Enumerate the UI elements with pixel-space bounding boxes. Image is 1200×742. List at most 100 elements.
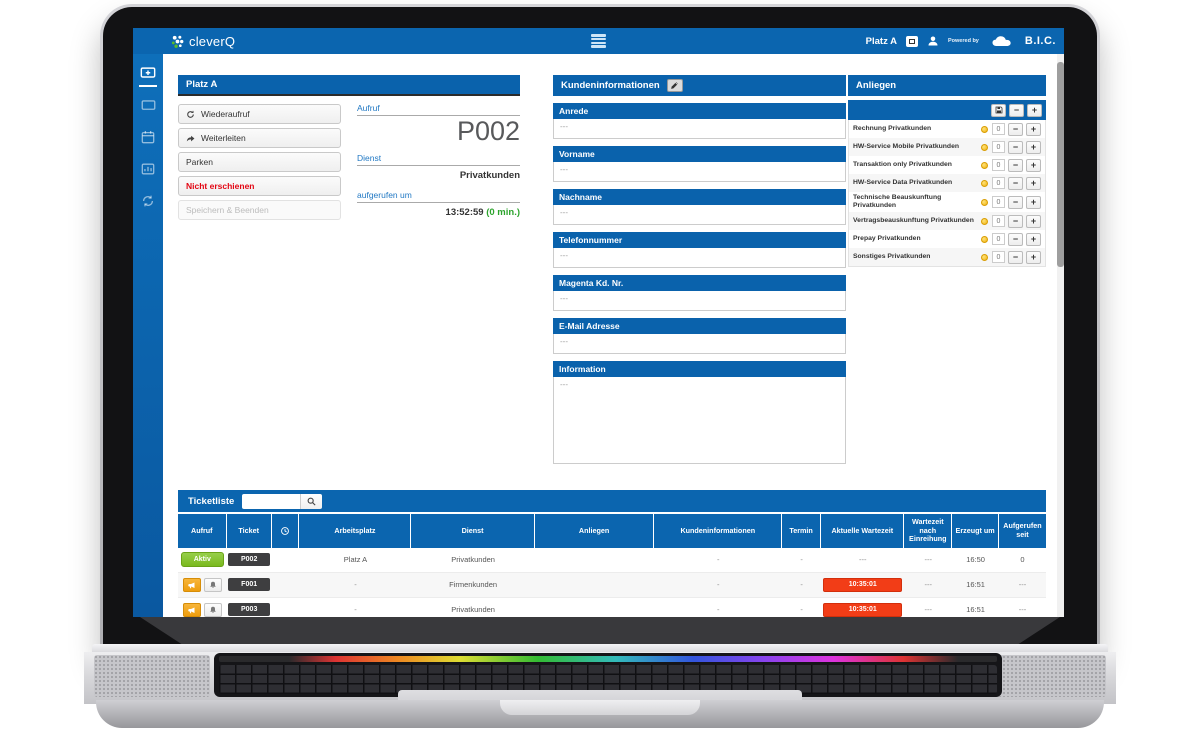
ticket-search-button[interactable] (300, 493, 323, 509)
anliegen-item-label: Transaktion only Privatkunden (853, 161, 952, 168)
minus-button[interactable]: − (1008, 158, 1023, 172)
anliegen-list: Rechnung Privatkunden 0 − + HW-Service M… (848, 120, 1046, 267)
logo-text: cleverQ (189, 33, 236, 49)
menu-hamburger-icon[interactable] (591, 34, 606, 48)
recall-button[interactable] (182, 577, 201, 592)
workstation-badge-icon[interactable] (906, 35, 918, 47)
coin-icon (981, 161, 988, 169)
nicht-erschienen-button[interactable]: Nicht erschienen (178, 176, 341, 196)
ticket-row[interactable]: Aktiv P002 Platz A Privatkunden - - --- … (178, 548, 1046, 573)
field-anrede: Anrede --- (553, 103, 846, 139)
ticket-row[interactable]: F001 - Firmenkunden - - 10:35:01 --- 16:… (178, 572, 1046, 598)
field-email-value[interactable]: --- (553, 334, 846, 354)
aufruf-label: Aufruf (357, 103, 520, 116)
plus-all-button[interactable]: + (1027, 103, 1042, 117)
weiterleiten-button[interactable]: Weiterleiten (178, 128, 341, 148)
calendar-icon[interactable] (139, 128, 157, 146)
field-nachname-value[interactable]: --- (553, 205, 846, 225)
edit-customer-button[interactable] (666, 79, 683, 92)
notify-button[interactable] (203, 602, 222, 617)
workstation-icon[interactable] (139, 96, 157, 114)
plus-button[interactable]: + (1026, 122, 1041, 136)
aufgerufen-seit-cell: 0 (1020, 555, 1025, 564)
field-magenta-kd-nr: Magenta Kd. Nr. --- (553, 275, 846, 311)
minus-button[interactable]: − (1008, 176, 1023, 190)
aufgerufen-seit-cell: --- (1018, 580, 1027, 589)
bell-icon (210, 606, 216, 613)
ticketliste-title: Ticketliste (188, 495, 235, 507)
ticket-row[interactable]: P003 - Privatkunden - - 10:35:01 --- 16:… (178, 598, 1046, 618)
termin-cell: - (800, 605, 803, 614)
plus-button[interactable]: + (1026, 250, 1041, 264)
ticket-search-input[interactable] (242, 493, 301, 509)
coin-icon (981, 235, 988, 243)
minus-button[interactable]: − (1008, 214, 1023, 228)
recall-icon (188, 582, 195, 588)
ticket-number-badge: F001 (228, 578, 271, 591)
anliegen-item: Technische Beauskunftung Privatkunden 0 … (849, 192, 1045, 212)
wartezeit-nach-einreihung-cell: --- (924, 555, 933, 564)
arbeitsplatz-cell: - (354, 605, 357, 614)
plus-button[interactable]: + (1026, 232, 1041, 246)
coin-icon (981, 125, 988, 133)
plus-button[interactable]: + (1026, 214, 1041, 228)
col-kundeninformationen: Kundeninformationen (654, 514, 783, 548)
left-icon-rail (133, 54, 163, 617)
field-vorname: Vorname --- (553, 146, 846, 182)
wait-icon-cell (272, 598, 300, 618)
recall-button[interactable] (182, 602, 201, 617)
anliegen-item: Prepay Privatkunden 0 − + (849, 230, 1045, 248)
anliegen-count: 0 (992, 233, 1005, 245)
minus-button[interactable]: − (1008, 140, 1023, 154)
vertical-scrollbar[interactable] (1057, 54, 1064, 617)
powered-by-label: Powered by (948, 38, 979, 44)
platz-panel: Platz A Wiederaufruf Weiterleiten (178, 75, 520, 220)
user-icon[interactable] (927, 35, 939, 47)
plus-button[interactable]: + (1026, 158, 1041, 172)
wait-icon-cell (272, 548, 300, 572)
ticket-number-badge: P003 (227, 603, 271, 616)
anliegen-item: HW-Service Mobile Privatkunden 0 − + (849, 138, 1045, 156)
field-information-label: Information (553, 361, 846, 377)
col-aktuelle-wartezeit: Aktuelle Wartezeit (821, 514, 905, 548)
minus-button[interactable]: − (1008, 195, 1023, 209)
statistics-icon[interactable] (139, 160, 157, 178)
speichern-beenden-button[interactable]: Speichern & Beenden (178, 200, 341, 220)
minus-all-button[interactable]: − (1009, 103, 1024, 117)
refresh-icon (187, 110, 194, 118)
field-telefonnummer: Telefonnummer --- (553, 232, 846, 268)
bic-cloud-icon (992, 35, 1011, 46)
kundeninformationen-title: Kundeninformationen (561, 80, 660, 91)
sync-icon[interactable] (139, 192, 157, 210)
plus-button[interactable]: + (1026, 140, 1041, 154)
workstation-add-icon[interactable] (139, 64, 157, 87)
arbeitsplatz-cell: Platz A (343, 555, 368, 564)
field-telefonnummer-value[interactable]: --- (553, 248, 846, 268)
field-anrede-value[interactable]: --- (553, 119, 846, 139)
call-action-buttons: Wiederaufruf Weiterleiten Parken Nicht e… (178, 100, 341, 220)
field-magenta-kd-nr-value[interactable]: --- (553, 291, 846, 311)
aktiv-button[interactable]: Aktiv (180, 552, 224, 567)
dienst-value: Privatkunden (459, 170, 520, 181)
aufgerufen-seit-cell: --- (1018, 605, 1027, 614)
wiederaufruf-button[interactable]: Wiederaufruf (178, 104, 341, 124)
wartezeit-nach-einreihung-cell: --- (924, 605, 933, 614)
minus-button[interactable]: − (1008, 122, 1023, 136)
notify-button[interactable] (203, 577, 222, 592)
parken-button[interactable]: Parken (178, 152, 341, 172)
plus-button[interactable]: + (1026, 176, 1041, 190)
dienst-cell: Firmenkunden (449, 580, 498, 589)
cleverq-logo: cleverQ (170, 34, 235, 49)
edit-icon (671, 82, 679, 89)
scrollbar-thumb[interactable] (1057, 62, 1064, 267)
minus-button[interactable]: − (1008, 232, 1023, 246)
anliegen-panel: Anliegen − + Rechnung Privatkunden 0 − (848, 75, 1046, 267)
anliegen-cell (535, 573, 655, 597)
plus-button[interactable]: + (1026, 195, 1041, 209)
field-vorname-value[interactable]: --- (553, 162, 846, 182)
field-information-value[interactable]: --- (553, 377, 846, 464)
save-anliegen-button[interactable] (991, 103, 1006, 117)
kundeninformationen-cell: - (717, 580, 720, 589)
minus-button[interactable]: − (1008, 250, 1023, 264)
anliegen-cell (535, 548, 655, 572)
